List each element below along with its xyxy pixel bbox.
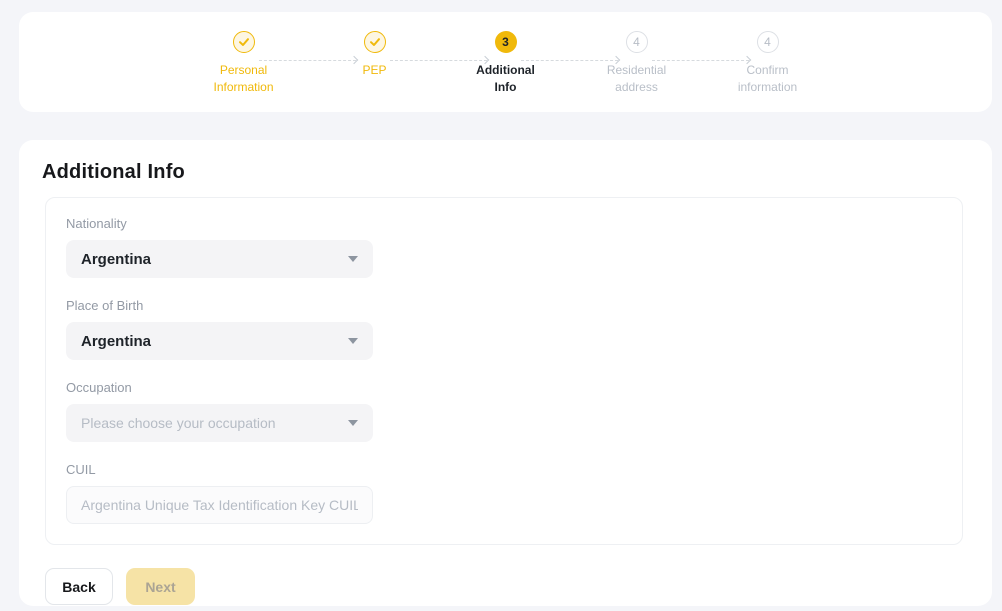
stepper-step-additional-info: 3 Additional Info <box>440 31 571 96</box>
stepper-connector <box>259 60 356 61</box>
next-button[interactable]: Next <box>126 568 195 605</box>
back-button[interactable]: Back <box>45 568 113 605</box>
step-number-badge: 4 <box>625 31 648 53</box>
step-label: PEP <box>362 63 387 77</box>
nationality-select[interactable]: Argentina <box>66 240 373 278</box>
cuil-label: CUIL <box>66 462 96 477</box>
stepper-connector <box>521 60 618 61</box>
step-label: Personal Information <box>213 63 274 94</box>
field-group-place-of-birth: Place of Birth Argentina <box>66 298 942 360</box>
stepper-connector <box>390 60 487 61</box>
place-of-birth-select[interactable]: Argentina <box>66 322 373 360</box>
step-label: Additional Info <box>476 63 535 94</box>
stepper-step-confirm-information: 4 Confirm information <box>702 31 833 96</box>
stepper: Personal Information PEP 3 Additional In… <box>178 31 833 96</box>
nationality-value: Argentina <box>81 250 152 268</box>
chevron-down-icon <box>348 338 358 344</box>
field-group-cuil: CUIL <box>66 462 942 524</box>
page-title: Additional Info <box>42 161 185 183</box>
stepper-connector <box>652 60 749 61</box>
stepper-card: Personal Information PEP 3 Additional In… <box>19 12 992 112</box>
check-icon <box>232 31 255 53</box>
step-label: Residential address <box>606 63 667 94</box>
field-group-occupation: Occupation Please choose your occupation <box>66 380 942 442</box>
form-actions: Back Next <box>45 568 992 605</box>
cuil-input[interactable] <box>66 486 373 524</box>
field-group-nationality: Nationality Argentina <box>66 216 942 278</box>
occupation-label: Occupation <box>66 380 132 395</box>
step-number-badge: 3 <box>494 31 517 53</box>
form-panel: Nationality Argentina Place of Birth Arg… <box>45 197 963 545</box>
stepper-step-personal-information[interactable]: Personal Information <box>178 31 309 96</box>
chevron-down-icon <box>348 256 358 262</box>
step-label: Confirm information <box>737 63 798 94</box>
stepper-step-pep[interactable]: PEP <box>309 31 440 96</box>
chevron-down-icon <box>348 420 358 426</box>
check-icon <box>363 31 386 53</box>
occupation-select[interactable]: Please choose your occupation <box>66 404 373 442</box>
nationality-label: Nationality <box>66 216 127 231</box>
stepper-step-residential-address: 4 Residential address <box>571 31 702 96</box>
occupation-placeholder: Please choose your occupation <box>81 415 276 431</box>
step-number-badge: 4 <box>756 31 779 53</box>
additional-info-card: Additional Info Nationality Argentina Pl… <box>19 140 992 606</box>
place-of-birth-label: Place of Birth <box>66 298 144 313</box>
place-of-birth-value: Argentina <box>81 332 152 350</box>
